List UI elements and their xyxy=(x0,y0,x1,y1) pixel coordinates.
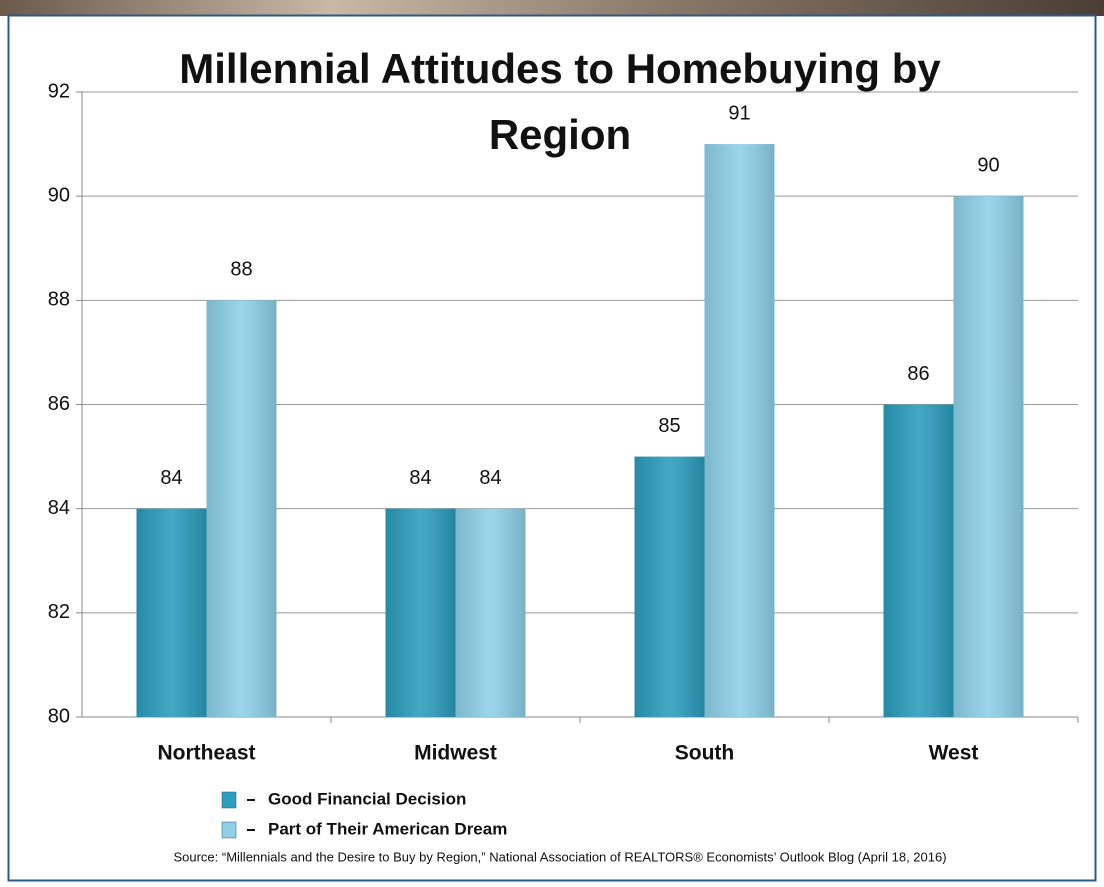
value-label: 84 xyxy=(479,467,501,489)
source-note: Source: “Millennials and the Desire to B… xyxy=(173,849,946,864)
y-tick-label: 92 xyxy=(48,80,70,102)
bar-shade xyxy=(634,456,705,717)
photo-strip xyxy=(0,0,1104,16)
x-tick-label: West xyxy=(929,742,979,765)
x-tick-label: Northeast xyxy=(157,742,255,765)
value-label: 84 xyxy=(160,467,182,489)
bar-shade xyxy=(136,508,207,717)
chart-title: Millennial Attitudes to Homebuying by Re… xyxy=(179,45,941,158)
value-label: 90 xyxy=(977,154,999,176)
bar-shade xyxy=(704,144,775,718)
bar-shade xyxy=(883,404,954,717)
y-tick-label: 80 xyxy=(48,705,70,727)
y-tick-label: 90 xyxy=(48,184,70,206)
value-label: 91 xyxy=(728,102,750,124)
bar-shade xyxy=(455,508,526,717)
y-tick-label: 88 xyxy=(48,289,70,311)
value-label: 88 xyxy=(230,259,252,281)
x-tick-label: South xyxy=(675,742,734,765)
y-tick-label: 84 xyxy=(48,497,70,519)
bar-shade xyxy=(206,300,277,717)
y-tick-label: 82 xyxy=(48,601,70,623)
value-label: 84 xyxy=(409,467,431,489)
bar-shade xyxy=(385,508,456,717)
value-label: 86 xyxy=(907,363,929,385)
x-tick-label: Midwest xyxy=(414,742,497,765)
legend-swatch xyxy=(221,821,237,839)
legend-label: Part of Their American Dream xyxy=(268,819,507,838)
legend-label: Good Financial Decision xyxy=(268,789,466,808)
bar-shade xyxy=(953,196,1024,717)
value-label: 85 xyxy=(658,415,680,437)
legend-swatch xyxy=(221,791,237,809)
y-tick-label: 86 xyxy=(48,393,70,415)
